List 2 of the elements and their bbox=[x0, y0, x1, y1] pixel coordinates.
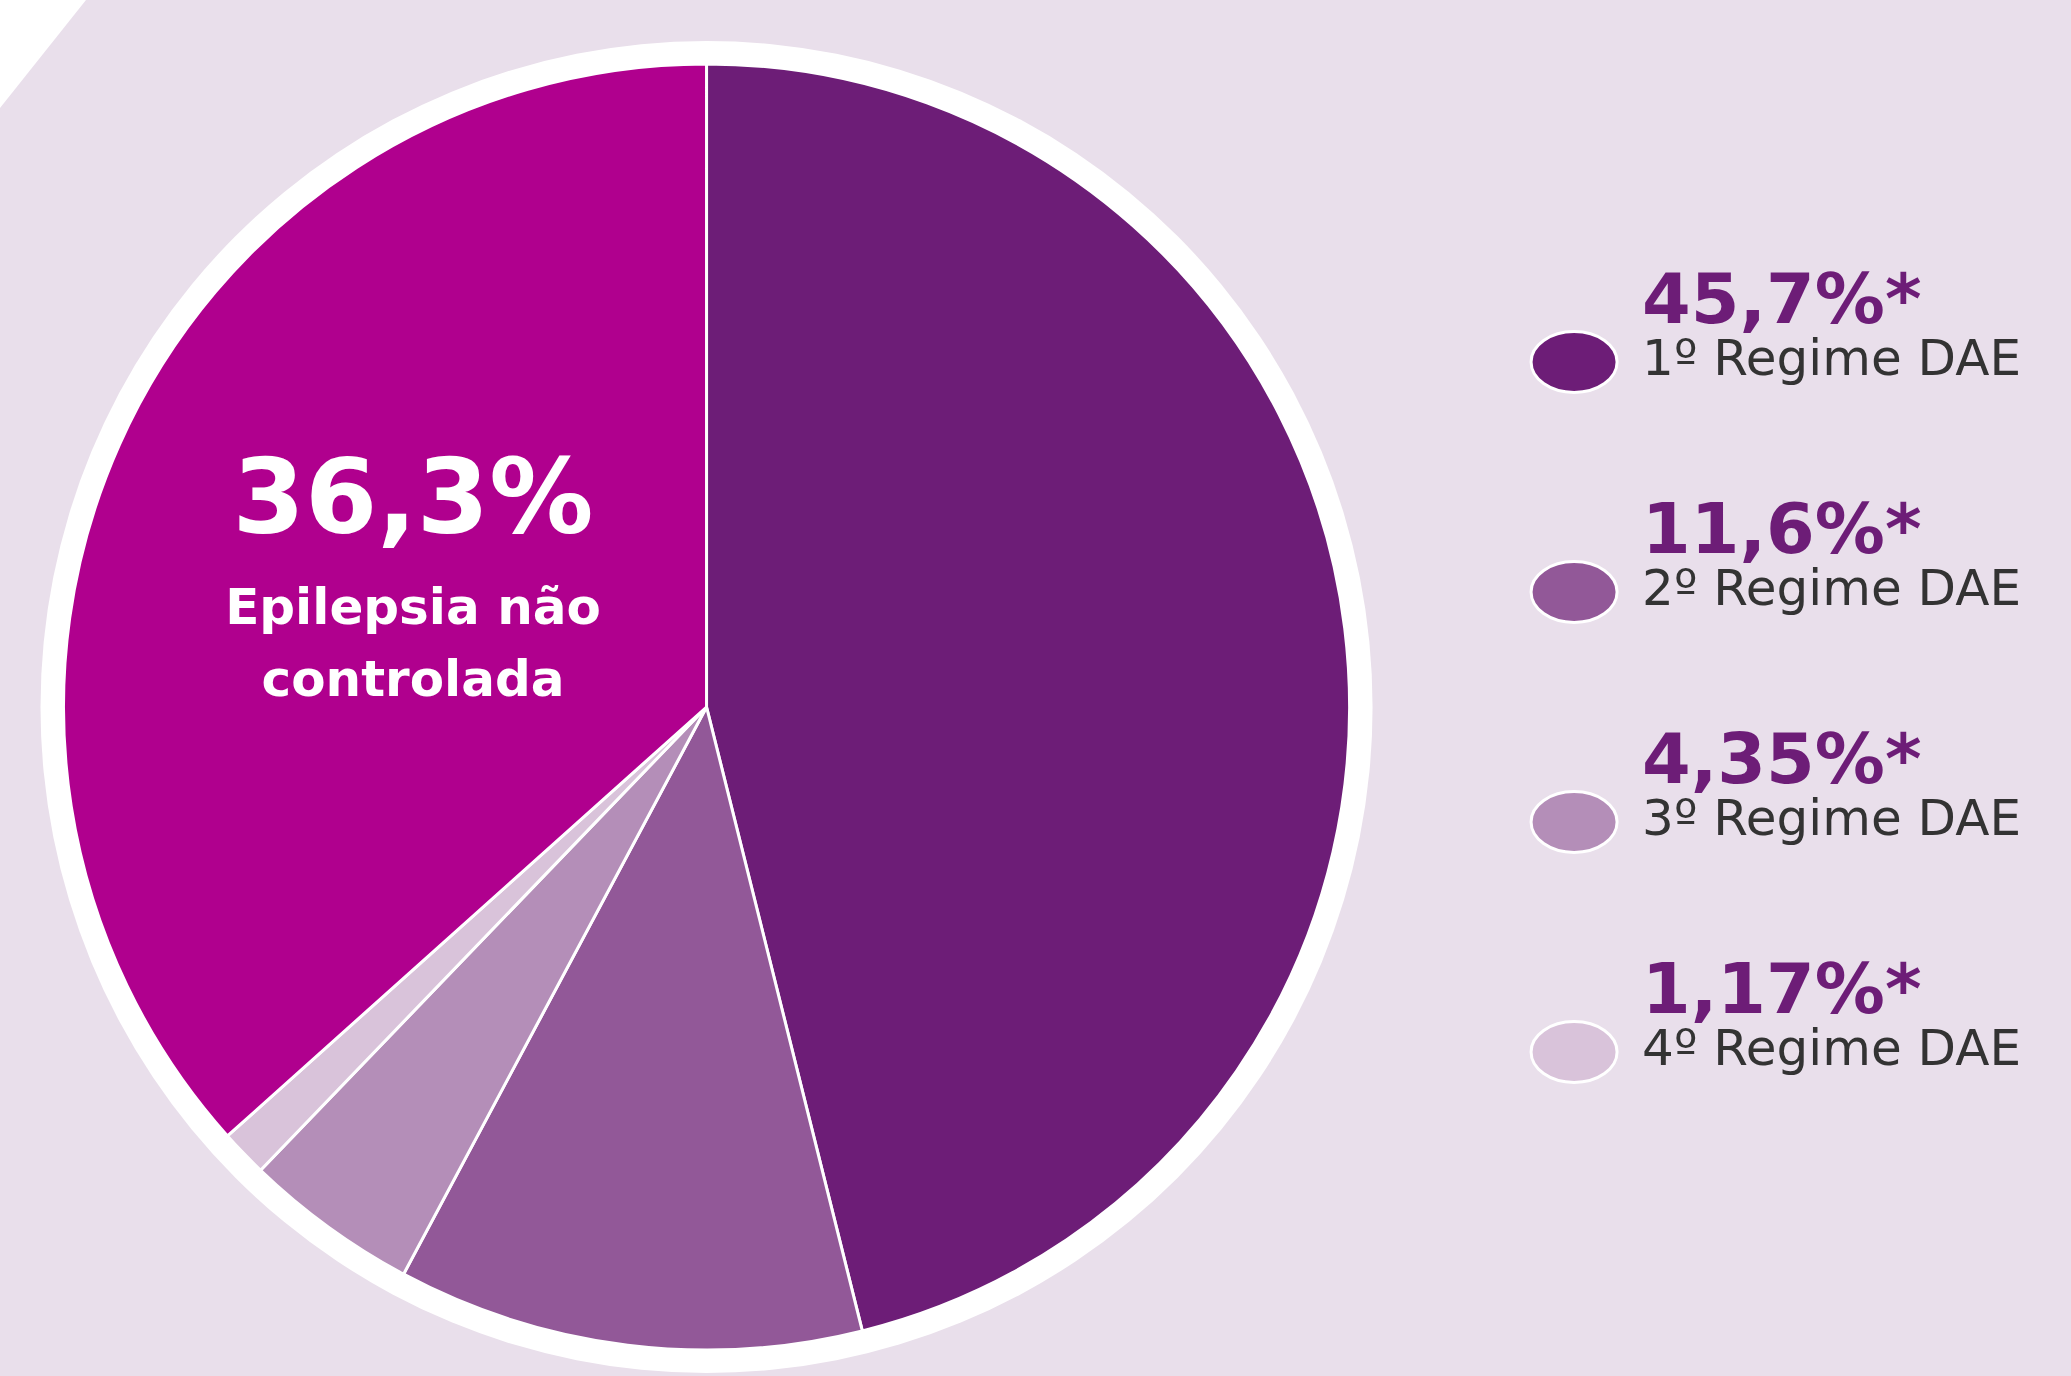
data-label: 36,3% bbox=[232, 435, 594, 558]
slice-label: Epilepsia não controlada bbox=[225, 577, 601, 708]
